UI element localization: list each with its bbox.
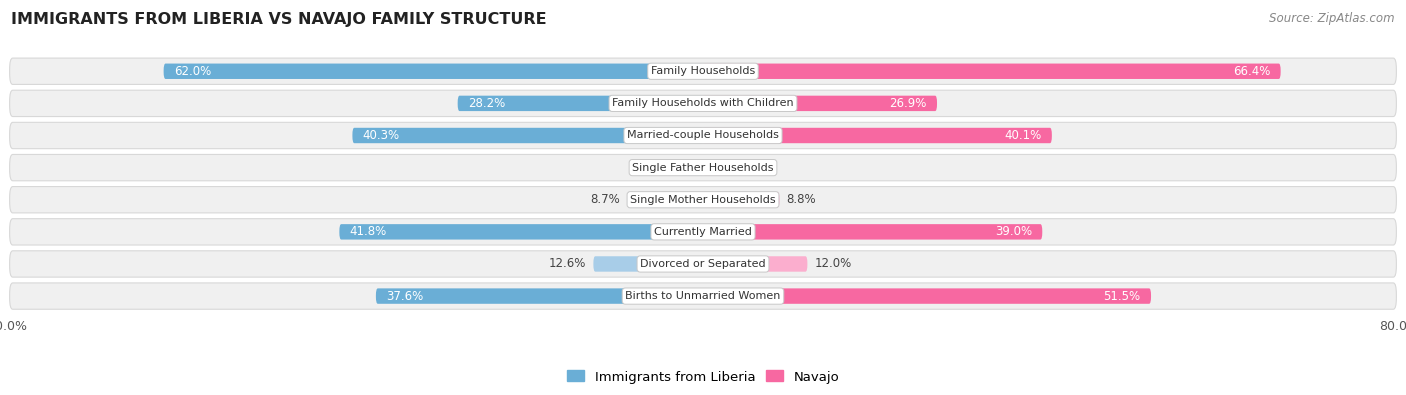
FancyBboxPatch shape xyxy=(10,283,1396,309)
FancyBboxPatch shape xyxy=(10,154,1396,181)
Text: 26.9%: 26.9% xyxy=(889,97,927,110)
FancyBboxPatch shape xyxy=(703,192,779,207)
Text: 8.7%: 8.7% xyxy=(591,193,620,206)
FancyBboxPatch shape xyxy=(353,128,703,143)
FancyBboxPatch shape xyxy=(10,251,1396,277)
Text: 8.8%: 8.8% xyxy=(786,193,815,206)
Text: Source: ZipAtlas.com: Source: ZipAtlas.com xyxy=(1270,12,1395,25)
Text: 37.6%: 37.6% xyxy=(387,290,423,303)
Text: 12.0%: 12.0% xyxy=(814,258,852,271)
FancyBboxPatch shape xyxy=(703,224,1042,239)
Text: Family Households with Children: Family Households with Children xyxy=(612,98,794,108)
Text: 28.2%: 28.2% xyxy=(468,97,505,110)
FancyBboxPatch shape xyxy=(375,288,703,304)
FancyBboxPatch shape xyxy=(10,58,1396,85)
FancyBboxPatch shape xyxy=(10,122,1396,149)
FancyBboxPatch shape xyxy=(593,256,703,272)
Text: Married-couple Households: Married-couple Households xyxy=(627,130,779,141)
Text: 66.4%: 66.4% xyxy=(1233,65,1270,78)
Text: Single Mother Households: Single Mother Households xyxy=(630,195,776,205)
FancyBboxPatch shape xyxy=(703,256,807,272)
Text: IMMIGRANTS FROM LIBERIA VS NAVAJO FAMILY STRUCTURE: IMMIGRANTS FROM LIBERIA VS NAVAJO FAMILY… xyxy=(11,12,547,27)
Text: 40.1%: 40.1% xyxy=(1004,129,1042,142)
FancyBboxPatch shape xyxy=(682,160,703,175)
Text: 3.2%: 3.2% xyxy=(738,161,768,174)
FancyBboxPatch shape xyxy=(703,64,1281,79)
FancyBboxPatch shape xyxy=(703,160,731,175)
FancyBboxPatch shape xyxy=(10,90,1396,117)
FancyBboxPatch shape xyxy=(339,224,703,239)
FancyBboxPatch shape xyxy=(10,219,1396,245)
FancyBboxPatch shape xyxy=(458,96,703,111)
Text: Currently Married: Currently Married xyxy=(654,227,752,237)
FancyBboxPatch shape xyxy=(163,64,703,79)
Text: 41.8%: 41.8% xyxy=(350,226,387,238)
Legend: Immigrants from Liberia, Navajo: Immigrants from Liberia, Navajo xyxy=(561,365,845,389)
Text: 12.6%: 12.6% xyxy=(550,258,586,271)
Text: 51.5%: 51.5% xyxy=(1104,290,1140,303)
Text: 62.0%: 62.0% xyxy=(174,65,211,78)
Text: 40.3%: 40.3% xyxy=(363,129,399,142)
Text: 2.5%: 2.5% xyxy=(644,161,675,174)
Text: Births to Unmarried Women: Births to Unmarried Women xyxy=(626,291,780,301)
Text: Family Households: Family Households xyxy=(651,66,755,76)
FancyBboxPatch shape xyxy=(627,192,703,207)
Text: 39.0%: 39.0% xyxy=(994,226,1032,238)
FancyBboxPatch shape xyxy=(10,186,1396,213)
FancyBboxPatch shape xyxy=(703,128,1052,143)
Text: Single Father Households: Single Father Households xyxy=(633,163,773,173)
FancyBboxPatch shape xyxy=(703,96,936,111)
FancyBboxPatch shape xyxy=(703,288,1152,304)
Text: Divorced or Separated: Divorced or Separated xyxy=(640,259,766,269)
